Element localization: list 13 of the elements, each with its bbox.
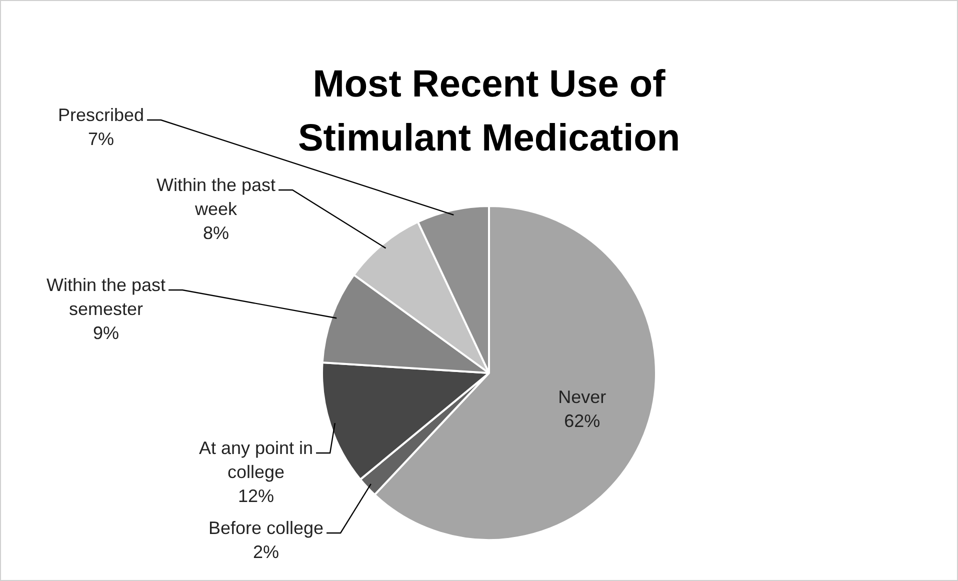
slice-label: At any point in college — [198, 438, 314, 482]
data-label: 9% — [92, 322, 120, 343]
data-label: 8% — [202, 222, 230, 243]
data-label: 2% — [252, 542, 280, 562]
slice-label: Within the past semester — [46, 274, 166, 319]
data-label: 62% — [564, 410, 600, 431]
slice-label: Before college — [208, 518, 324, 538]
slice-label: Prescribed — [58, 104, 144, 125]
slice-label: Within the past week — [156, 174, 276, 219]
slice-label: Never — [558, 386, 606, 407]
data-label: 7% — [88, 128, 114, 149]
chart-title: Most Recent Use of Stimulant Medication — [298, 63, 680, 160]
data-label: 12% — [238, 486, 274, 506]
